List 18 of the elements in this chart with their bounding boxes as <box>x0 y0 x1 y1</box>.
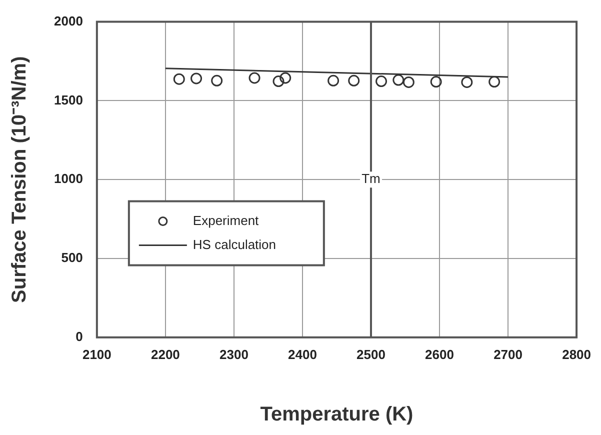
y-tick-label: 500 <box>61 250 83 266</box>
y-axis-title: Surface Tension (10⁻³N/m) <box>8 56 31 303</box>
legend-label: Experiment <box>192 212 260 228</box>
y-tick-label: 0 <box>76 328 83 344</box>
y-tick-label: 2000 <box>54 13 83 28</box>
x-tick-label: 2600 <box>425 346 454 362</box>
y-tick-label: 1000 <box>54 171 83 186</box>
x-axis-title: Temperature (K) <box>260 404 414 426</box>
x-tick-label: 2400 <box>288 346 317 362</box>
x-tick-label: 2300 <box>219 346 248 362</box>
x-tick-label: 2200 <box>150 346 180 362</box>
legend-label: HS calculation <box>192 236 276 252</box>
y-tick-label: 1500 <box>54 92 83 108</box>
x-tick-label: 2100 <box>82 346 112 362</box>
x-tick-label: 2800 <box>562 346 591 362</box>
x-tick-label: 2700 <box>494 346 522 362</box>
ref-line-label: Tm <box>362 171 380 186</box>
x-tick-label: 2500 <box>356 346 386 362</box>
